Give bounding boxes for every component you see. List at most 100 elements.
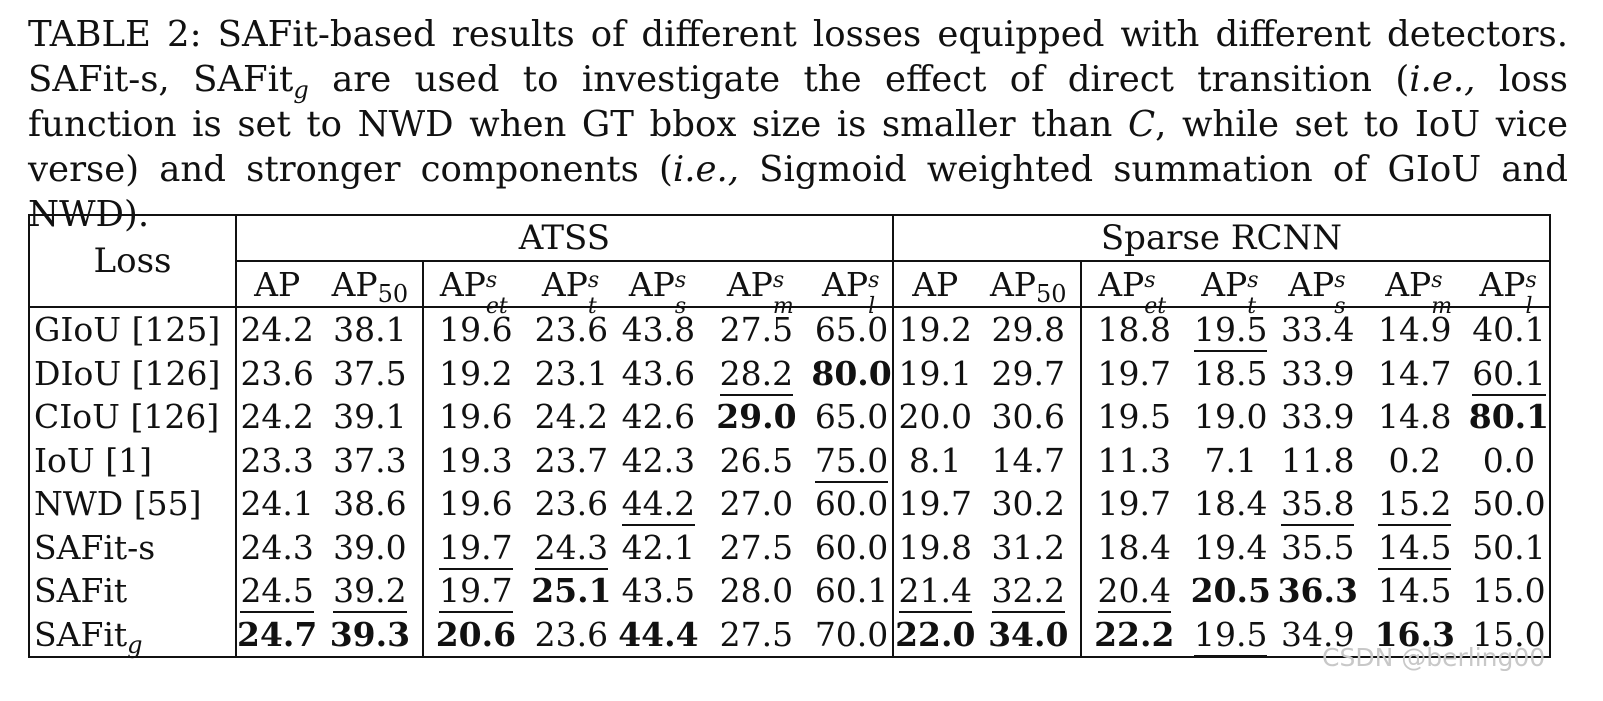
loss-name: CIoU [126] [29, 395, 237, 439]
metric-header-ap-l: AP s l [1468, 261, 1551, 317]
table-cell: 31.2 [991, 527, 1065, 567]
table-cell: 30.6 [991, 397, 1065, 437]
table-cell: 24.2 [240, 310, 314, 350]
table-cell: 19.2 [422, 351, 528, 395]
caption-part4: , while set to IoU vice verse) and stron… [28, 104, 1569, 190]
table-row: SAFitg 24.7 39.3 20.6 23.6 44.4 27.5 70.0 22.0 34… [29, 612, 1550, 657]
table-cell: 24.1 [240, 484, 314, 524]
table-cell: 42.3 [621, 440, 696, 480]
table-cell: 29.0 [716, 397, 797, 437]
table-cell: 43.6 [621, 353, 696, 393]
table-cell: 33.9 [1281, 353, 1355, 393]
table-cell: 23.6 [534, 310, 609, 350]
table-cell: 19.8 [898, 527, 972, 567]
table-cell: 20.4 [1079, 569, 1187, 614]
table-cell: 20.0 [898, 397, 972, 437]
metric-header-ap-et: AP s et [422, 261, 528, 317]
loss-name: GIoU [125] [29, 307, 237, 352]
table-cell: 19.5 [1079, 395, 1187, 439]
table-cell: 18.8 [1079, 307, 1187, 352]
table-cell: 33.9 [1281, 397, 1355, 437]
watermark: CSDN @berling00 [1322, 643, 1546, 672]
table-cell: 0.2 [1388, 440, 1441, 480]
table-cell: 27.5 [719, 527, 794, 567]
table-row: GIoU [125] 24.2 38.1 19.6 23.6 43.8 27.5 65.0 19… [29, 307, 1550, 353]
table-cell: 60.0 [811, 525, 894, 569]
header-row-metrics: AP AP50 AP s et AP s t AP s s AP s m AP s l AP AP50 AP s et AP… [29, 261, 1551, 317]
table-cell: 24.3 [240, 527, 314, 567]
table-cell: 60.1 [1469, 352, 1550, 396]
loss-name: SAFit [29, 569, 237, 613]
table-cell: 27.5 [719, 310, 794, 350]
table-cell: 40.1 [1472, 310, 1546, 350]
table-cell: 8.1 [909, 440, 962, 480]
table-cell: 19.6 [422, 395, 528, 439]
loss-name: SAFit-s [29, 525, 237, 569]
table-cell: 19.7 [898, 484, 972, 524]
table-row: DIoU [126] 23.6 37.5 19.2 23.1 43.6 28.2 80.0 19… [29, 351, 1550, 396]
table-cell: 21.4 [893, 569, 977, 614]
loss-name: SAFitg [29, 612, 237, 657]
table-cell: 11.8 [1281, 440, 1355, 480]
table-caption: TABLE 2: SAFit-based results of differen… [28, 12, 1568, 237]
table-cell: 19.4 [1194, 527, 1268, 567]
table-cell: 30.2 [991, 484, 1065, 524]
table-cell: 23.3 [240, 440, 314, 480]
caption-part2: are used to investigate the effect of di… [308, 59, 1410, 100]
metric-header-ap50: AP50 [976, 261, 1081, 308]
table-row: SAFit 24.5 39.2 19.7 25.1 43.5 28.0 60.1 21.4 32.… [29, 569, 1550, 614]
header-row-groups: Loss ATSS Sparse RCNN [29, 215, 1551, 308]
table-cell: 37.3 [333, 440, 407, 480]
table-cell: 19.3 [422, 438, 528, 482]
table-cell: 14.5 [1361, 526, 1469, 570]
table-cell: 19.6 [422, 307, 528, 352]
table-cell: 44.4 [618, 614, 699, 654]
table-cell: 24.2 [534, 397, 609, 437]
table-cell: 23.7 [534, 440, 609, 480]
table-cell: 80.1 [1468, 397, 1550, 437]
table-cell: 19.0 [1194, 397, 1268, 437]
table-cell: 44.2 [615, 482, 701, 527]
table-cell: 65.0 [811, 307, 894, 352]
loss-header: Loss [29, 215, 237, 308]
table-cell: 24.7 [237, 614, 318, 654]
table-row: NWD [55] 24.1 38.6 19.6 23.6 44.2 27.0 60.0 19.7… [29, 482, 1550, 527]
table-cell: 14.7 [991, 440, 1065, 480]
table-cell: 19.7 [422, 525, 528, 570]
table-cell: 14.8 [1378, 397, 1452, 437]
results-table: Loss ATSS Sparse RCNN AP AP50 AP s et AP s t AP s… [28, 214, 1552, 658]
table-cell: 60.0 [811, 482, 894, 526]
table-cell: 60.1 [811, 569, 894, 613]
table-cell: 35.8 [1275, 482, 1361, 527]
loss-name: IoU [1] [29, 438, 237, 482]
table-cell: 24.3 [527, 526, 615, 570]
metric-header-ap-s: AP s s [1274, 261, 1361, 317]
table-cell: 25.1 [531, 571, 612, 611]
table-cell: 22.2 [1079, 612, 1187, 657]
table-cell: 37.5 [333, 353, 407, 393]
table-cell: 14.5 [1378, 571, 1452, 611]
table-cell: 42.6 [621, 397, 696, 437]
table-cell: 24.5 [236, 569, 317, 614]
table-cell: 75.0 [811, 438, 894, 483]
metric-header-ap-l: AP s l [811, 261, 894, 317]
table-cell: 23.6 [240, 353, 314, 393]
table-cell: 18.4 [1194, 484, 1268, 524]
table-cell: 70.0 [811, 612, 894, 657]
table-cell: 28.0 [719, 571, 794, 611]
table-cell: 15.2 [1361, 482, 1469, 527]
table-cell: 80.0 [811, 351, 894, 395]
metric-header-ap50: AP50 [317, 261, 424, 308]
table-cell: 14.7 [1378, 353, 1452, 393]
table-cell: 27.0 [719, 484, 794, 524]
table-cell: 65.0 [811, 395, 894, 439]
metric-header-ap: AP [892, 261, 977, 308]
table-cell: 23.6 [534, 614, 609, 654]
table-row: SAFit-s 24.3 39.0 19.7 24.3 42.1 27.5 60.0 19.8 3… [29, 525, 1550, 570]
table-cell: 43.5 [621, 571, 696, 611]
table-cell: 7.1 [1204, 440, 1257, 480]
table-cell: 19.2 [898, 310, 972, 350]
table-cell: 27.5 [719, 614, 794, 654]
metric-header-ap-s: AP s s [615, 261, 702, 317]
table-cell: 24.2 [240, 397, 314, 437]
